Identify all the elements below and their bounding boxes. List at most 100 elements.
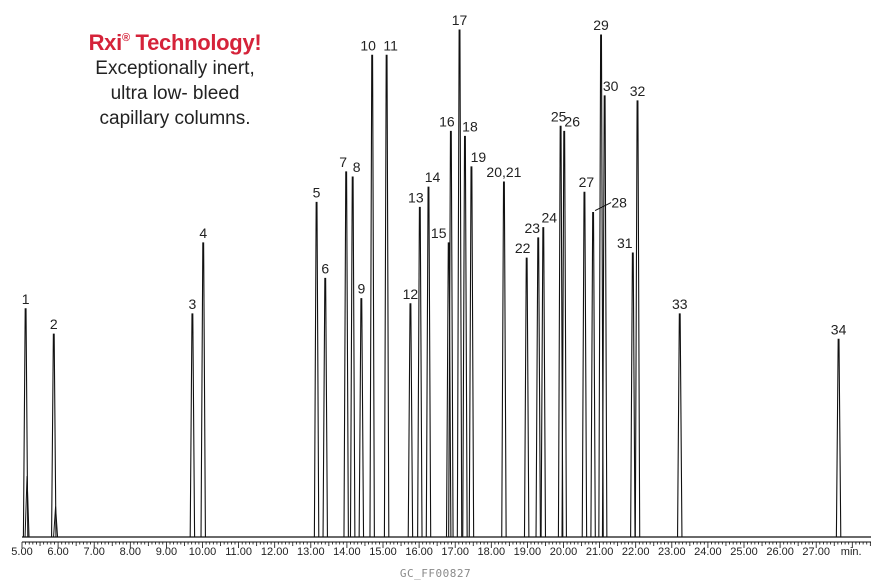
- peak-label: 26: [564, 113, 580, 129]
- peak: [601, 95, 608, 538]
- x-tick-label: 13.00: [297, 546, 325, 558]
- peak: [425, 186, 432, 538]
- x-tick-label: 17.00: [441, 546, 469, 558]
- peak: [322, 277, 328, 538]
- x-tick-label: 6.00: [47, 546, 68, 558]
- peak: [417, 206, 423, 538]
- peak: [51, 333, 57, 538]
- peak-label: 17: [452, 12, 468, 28]
- peak: [313, 201, 320, 538]
- peak-label: 6: [321, 260, 329, 276]
- peak-label: 18: [462, 118, 478, 134]
- peak-label: 19: [471, 149, 487, 165]
- peak-label: 34: [831, 321, 847, 337]
- x-tick-label: 21.00: [586, 546, 614, 558]
- promo-title: Rxi® Technology!: [40, 30, 310, 56]
- peak-label: 10: [360, 37, 376, 53]
- peak-leader-line: [594, 202, 612, 211]
- figure-code: GC_FF00827: [399, 567, 472, 580]
- peak-label: 8: [353, 159, 361, 175]
- peak-label: 11: [383, 37, 398, 53]
- peak: [22, 308, 29, 538]
- peak-label: 16: [439, 113, 455, 129]
- minor-peak: [53, 506, 59, 538]
- peak: [369, 54, 375, 538]
- peak-label: 12: [403, 286, 419, 302]
- x-tick-label: 5.00: [11, 546, 32, 558]
- peak: [598, 34, 604, 538]
- peak: [581, 191, 588, 538]
- peak-label: 33: [672, 296, 688, 312]
- peak: [630, 252, 636, 538]
- chromatogram-trace: [22, 29, 871, 538]
- peak-label: 4: [199, 225, 207, 241]
- peak: [523, 257, 530, 538]
- x-tick-label: 22.00: [622, 546, 650, 558]
- peak-label: 20,21: [486, 164, 521, 180]
- peak: [383, 54, 390, 538]
- peak: [561, 130, 567, 538]
- registered-mark: ®: [121, 32, 130, 44]
- x-tick-label: 25.00: [730, 546, 758, 558]
- peak-label: 3: [188, 296, 196, 312]
- peak: [189, 313, 196, 538]
- x-tick-label: 18.00: [478, 546, 506, 558]
- peak: [407, 303, 414, 538]
- promo-line: ultra low- bleed: [110, 83, 240, 104]
- peak: [349, 176, 356, 538]
- peak: [456, 29, 463, 538]
- x-tick-label: 27.00: [802, 546, 830, 558]
- x-axis: 5.00 6.00 7.00 8.00 9.00 10.00 11.00 12.00 13.00…: [11, 541, 871, 558]
- promo-line: capillary columns.: [99, 108, 251, 129]
- peak: [462, 135, 468, 538]
- x-tick-label: 15.00: [369, 546, 397, 558]
- promo-line: Exceptionally inert,: [95, 58, 255, 79]
- x-tick-label: 14.00: [333, 546, 361, 558]
- x-tick-label: 26.00: [766, 546, 794, 558]
- peak-label: 9: [357, 281, 365, 297]
- peak-label: 15: [431, 225, 447, 241]
- x-axis-unit: min.: [841, 546, 862, 558]
- peak-label: 32: [630, 83, 646, 99]
- x-tick-label: 8.00: [120, 546, 141, 558]
- peak-label: 30: [603, 78, 619, 94]
- promo-title-brand: Rxi: [88, 30, 123, 55]
- x-tick-label: 19.00: [514, 546, 542, 558]
- peak-label: 24: [541, 210, 557, 226]
- peak-label: 31: [617, 235, 633, 251]
- peak: [590, 211, 596, 538]
- peak-label: 22: [515, 240, 531, 256]
- x-tick-label: 24.00: [694, 546, 722, 558]
- peak: [676, 313, 683, 538]
- x-tick-label: 9.00: [156, 546, 177, 558]
- peak: [468, 166, 475, 538]
- peak: [448, 130, 454, 538]
- peak-label: 29: [593, 17, 609, 33]
- x-tick-label: 10.00: [189, 546, 217, 558]
- peak-label: 28: [611, 195, 627, 211]
- peak: [343, 171, 349, 538]
- minor-peak: [24, 476, 30, 538]
- peak: [445, 242, 452, 538]
- peak-label: 5: [313, 184, 321, 200]
- peak: [535, 237, 541, 538]
- peak-label: 27: [579, 174, 595, 190]
- peak: [358, 298, 365, 538]
- peak-label: 25: [551, 108, 567, 124]
- promo-title-rest: Technology!: [129, 30, 262, 55]
- peak-label: 23: [524, 220, 540, 236]
- peak-label: 13: [408, 189, 424, 205]
- x-tick-label: 12.00: [261, 546, 289, 558]
- peak: [501, 181, 507, 538]
- peak-label: 1: [22, 291, 30, 307]
- peak: [200, 242, 206, 538]
- peak-label: 14: [425, 169, 441, 185]
- peak-label: 7: [339, 154, 347, 170]
- peak: [557, 125, 564, 538]
- peak-label: 2: [50, 316, 58, 332]
- promo-callout: Rxi® Technology! Exceptionally inert, ul…: [40, 30, 310, 131]
- peak: [634, 100, 641, 538]
- x-tick-label: 11.00: [225, 546, 252, 558]
- x-tick-label: 20.00: [550, 546, 578, 558]
